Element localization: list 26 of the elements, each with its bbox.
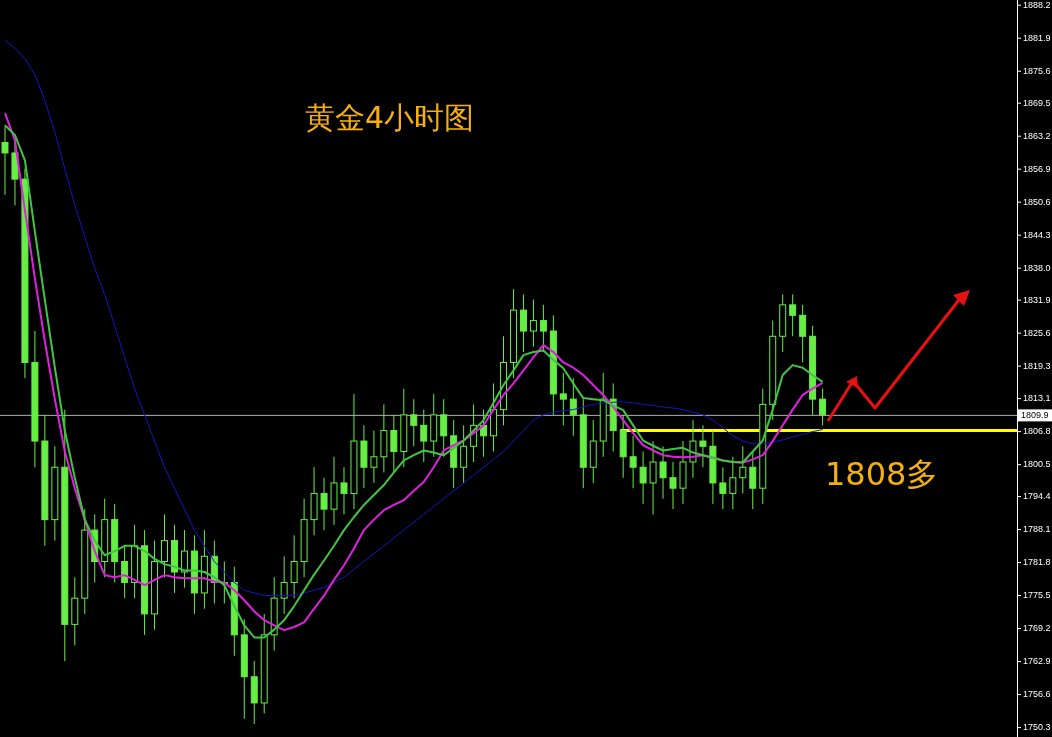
y-tick-label: 1800.5	[1023, 458, 1051, 469]
y-tick-label: 1875.6	[1023, 65, 1051, 76]
y-tick-label: 1813.1	[1023, 392, 1051, 403]
y-tick-label: 1831.9	[1023, 294, 1051, 305]
y-tick-label: 1756.6	[1023, 688, 1051, 699]
annotation: 1808多	[825, 455, 939, 493]
y-tick-label: 1856.9	[1023, 163, 1051, 174]
title: 黄金4小时图	[305, 100, 475, 135]
y-tick-label: 1869.5	[1023, 97, 1051, 108]
y-tick-label: 1825.6	[1023, 327, 1051, 338]
y-tick-label: 1794.4	[1023, 490, 1051, 501]
ref-line-label: 1809.9	[1021, 409, 1049, 420]
y-tick-label: 1775.5	[1023, 589, 1051, 600]
y-tick-label: 1881.9	[1023, 32, 1051, 43]
y-tick-label: 1750.3	[1023, 721, 1051, 732]
y-tick-label: 1788.1	[1023, 523, 1051, 534]
y-tick-label: 1762.9	[1023, 655, 1051, 666]
y-tick-label: 1769.2	[1023, 622, 1051, 633]
y-tick-label: 1806.8	[1023, 425, 1051, 436]
y-tick-label: 1844.3	[1023, 229, 1051, 240]
y-tick-label: 1819.3	[1023, 360, 1051, 371]
y-tick-label: 1850.6	[1023, 196, 1051, 207]
y-tick-label: 1888.2	[1023, 0, 1051, 10]
y-tick-label: 1838.0	[1023, 262, 1051, 273]
y-tick-label: 1781.8	[1023, 556, 1051, 567]
y-tick-label: 1863.2	[1023, 130, 1051, 141]
